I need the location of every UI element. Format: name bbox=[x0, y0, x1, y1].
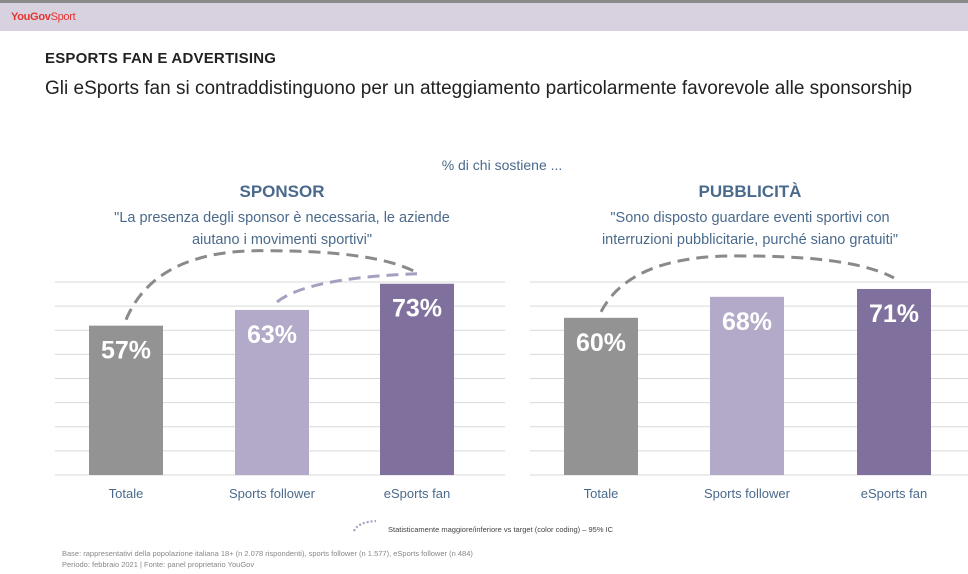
legend-note: Statisticamente maggiore/inferiore vs ta… bbox=[388, 525, 614, 534]
bar-value-label: 73% bbox=[392, 295, 442, 323]
headline: Gli eSports fan si contraddistinguono pe… bbox=[45, 78, 913, 99]
panel-title-pubblicita: PUBBLICITÀ bbox=[698, 182, 802, 201]
significance-arc bbox=[124, 249, 418, 321]
bar-value-label: 68% bbox=[722, 308, 772, 336]
bar-esports-fan bbox=[857, 288, 931, 475]
base-footnote: Base: rappresentativi della popolazione … bbox=[62, 548, 473, 570]
panel-quote-pubblicita: "Sono disposto guardare eventi sportivi … bbox=[548, 207, 952, 251]
significance-arc bbox=[599, 254, 895, 313]
base-line: Base: rappresentativi della popolazione … bbox=[62, 549, 473, 558]
category-label: Totale bbox=[109, 486, 144, 501]
quote-line: "Sono disposto guardare eventi sportivi … bbox=[610, 210, 890, 226]
category-label: Totale bbox=[584, 486, 619, 501]
bar-sports-follower bbox=[235, 309, 309, 475]
logo-sub: Sport bbox=[50, 11, 76, 23]
bar-sports-follower bbox=[710, 296, 784, 475]
logo-brand: YouGov bbox=[11, 11, 51, 23]
quote-line: aiutano i movimenti sportivi" bbox=[191, 232, 373, 248]
category-label: eSports fan bbox=[384, 486, 451, 501]
bar-totale bbox=[564, 317, 638, 475]
category-label: eSports fan bbox=[861, 486, 928, 501]
quote-line: interruzioni pubblicitarie, purché siano… bbox=[601, 232, 899, 248]
header-bar: YouGovSport bbox=[0, 0, 968, 31]
panel-quote-sponsor: "La presenza degli sponsor è necessaria,… bbox=[60, 207, 504, 251]
significance-arc bbox=[276, 272, 418, 304]
category-label: Sports follower bbox=[229, 486, 316, 501]
bar-value-label: 71% bbox=[869, 300, 919, 328]
yougov-sport-logo: YouGovSport bbox=[11, 11, 76, 23]
category-label: Sports follower bbox=[704, 486, 791, 501]
period-line: Periodo: febbraio 2021 | Fonte: panel pr… bbox=[62, 560, 255, 569]
dotted-arc-icon bbox=[352, 519, 377, 532]
bar-esports-fan bbox=[380, 283, 454, 475]
quote-line: "La presenza degli sponsor è necessaria,… bbox=[114, 210, 450, 226]
bar-value-label: 60% bbox=[576, 329, 626, 357]
bar-totale bbox=[89, 325, 163, 475]
bar-value-label: 63% bbox=[247, 321, 297, 349]
chart-subtitle: % di chi sostiene ... bbox=[441, 157, 563, 173]
panel-title-sponsor: SPONSOR bbox=[239, 182, 325, 201]
bar-value-label: 57% bbox=[101, 337, 151, 365]
section-title: ESPORTS FAN E ADVERTISING bbox=[45, 50, 277, 67]
significance-legend: Statisticamente maggiore/inferiore vs ta… bbox=[352, 519, 614, 534]
